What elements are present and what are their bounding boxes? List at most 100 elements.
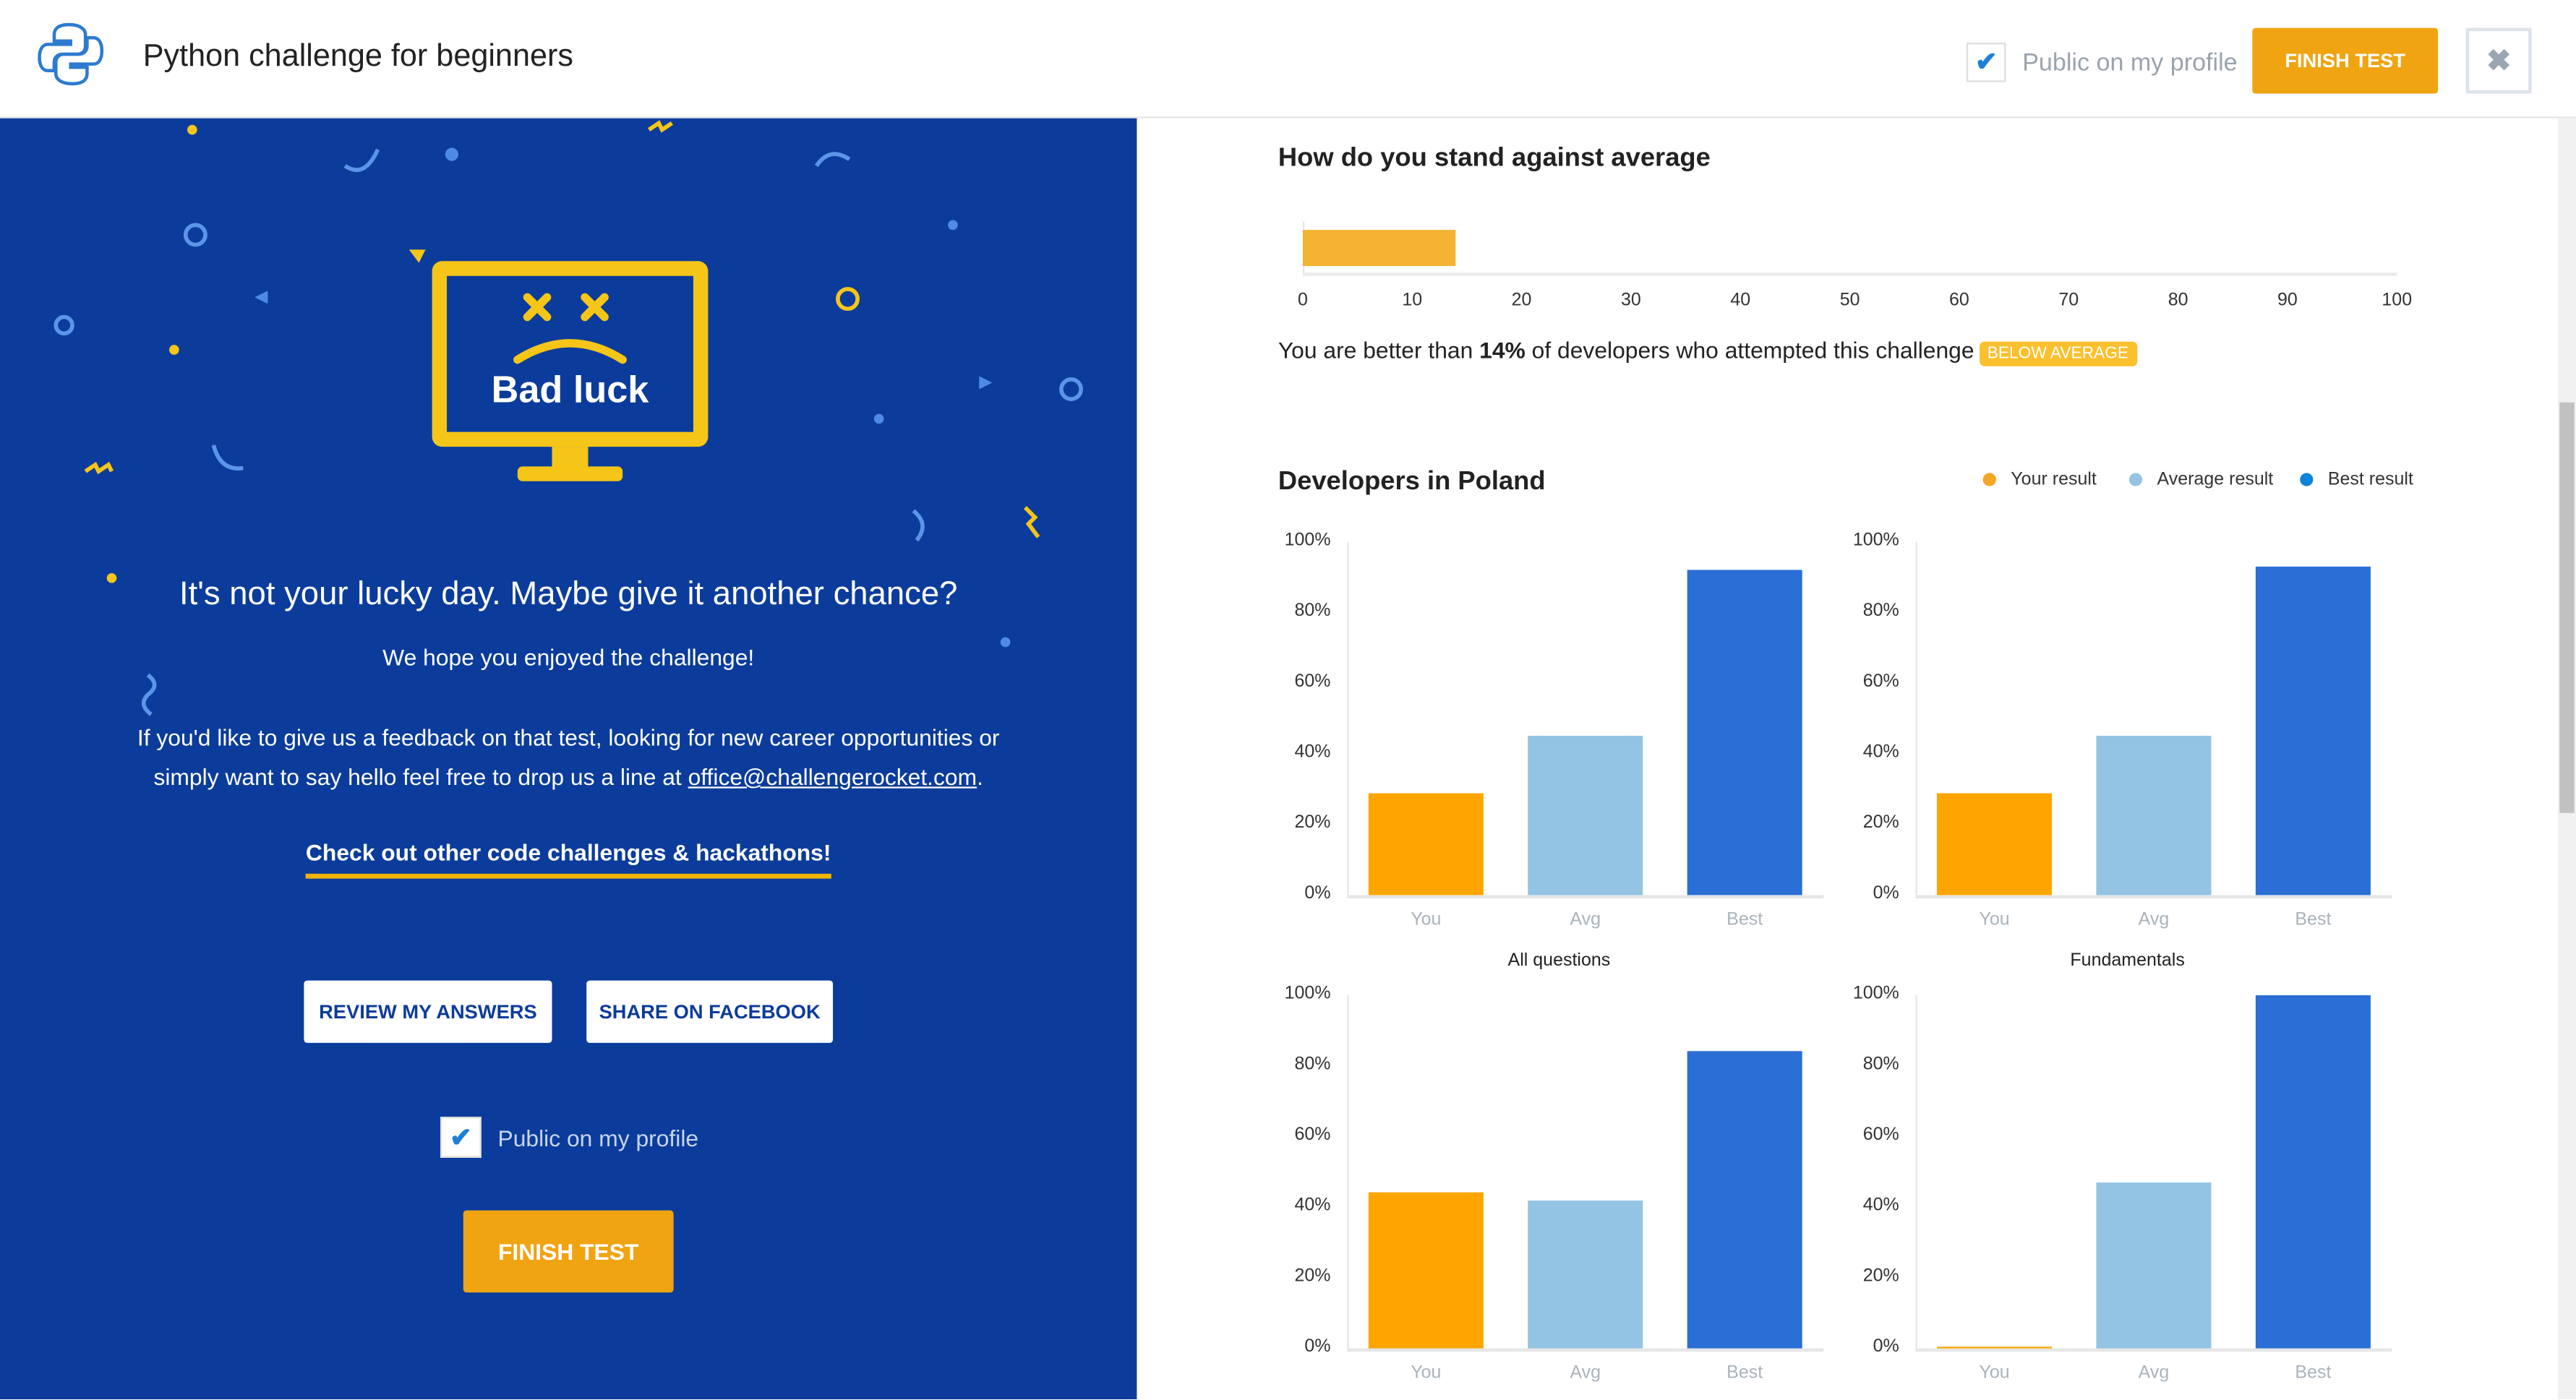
bar-best <box>1687 570 1802 896</box>
confetti-decoration <box>54 120 1084 716</box>
x-tick-label: Avg <box>2138 909 2170 930</box>
bar-avg <box>2096 1182 2212 1349</box>
public-checkbox[interactable]: ✔ <box>1966 43 2006 82</box>
legend-dot <box>2300 473 2314 486</box>
scrollbar-thumb[interactable] <box>2559 402 2575 813</box>
y-tick-label: 0% <box>1304 1336 1331 1357</box>
finish-test-button[interactable]: FINISH TEST <box>2252 27 2439 94</box>
y-tick-label: 0% <box>1873 1336 1899 1357</box>
y-tick-label: 60% <box>1294 1125 1331 1145</box>
y-axis <box>1347 541 1349 896</box>
legend-average-result: Average result <box>2128 469 2274 490</box>
x-tick-label: Best <box>1726 1363 1763 1383</box>
other-challenges-label: Check out other code challenges & hackat… <box>305 839 831 879</box>
python-logo-icon <box>38 22 104 86</box>
x-tick-label: Best <box>2295 909 2332 930</box>
axis-line <box>1302 272 2397 276</box>
header: Python challenge for beginners ✔ Public … <box>0 0 2576 119</box>
y-tick-label: 40% <box>1294 742 1331 763</box>
below-average-badge: BELOW AVERAGE <box>1979 341 2137 366</box>
y-tick-label: 20% <box>1294 1266 1331 1287</box>
x-tick-label: 20 <box>1511 291 1532 311</box>
legend-label: Your result <box>2011 469 2097 490</box>
summary-pre: You are better than <box>1278 336 1480 364</box>
bar-avg <box>1528 736 1643 896</box>
x-tick-label: 90 <box>2277 291 2298 311</box>
legend-your-result: Your result <box>1982 469 2097 490</box>
public-checkbox-left[interactable]: ✔ <box>440 1117 482 1158</box>
legend-label: Average result <box>2157 469 2274 490</box>
bar-avg <box>1528 1200 1643 1349</box>
x-tick-label: You <box>1411 1363 1442 1383</box>
other-challenges-link[interactable]: Check out other code challenges & hackat… <box>0 839 1137 879</box>
x-tick-label: You <box>1411 909 1442 930</box>
x-tick-label: Best <box>1726 909 1763 930</box>
x-tick-label: 80 <box>2168 291 2188 311</box>
enjoy-text: We hope you enjoyed the challenge! <box>382 643 755 671</box>
chart-title: Fundamentals <box>2070 950 2185 971</box>
y-tick-label: 80% <box>1294 601 1331 621</box>
bar-best <box>2255 567 2371 896</box>
feedback-post: . <box>977 763 983 790</box>
summary-post: of developers who attempted this challen… <box>1525 336 1974 364</box>
email-link[interactable]: office@challengerocket.com <box>688 763 977 790</box>
x-tick-label: 70 <box>2058 291 2079 311</box>
y-tick-label: 100% <box>1852 530 1899 551</box>
x-tick-label: Avg <box>1570 1363 1601 1383</box>
bar-you <box>1368 792 1484 896</box>
check-icon: ✔ <box>1974 49 1998 77</box>
y-tick-label: 60% <box>1862 1125 1899 1145</box>
y-tick-label: 80% <box>1862 1054 1899 1075</box>
x-axis <box>1915 895 2392 898</box>
y-axis <box>1347 995 1349 1349</box>
x-tick-label: You <box>1979 1363 2010 1383</box>
y-tick-label: 0% <box>1873 883 1899 903</box>
bar-you <box>1937 1347 2053 1349</box>
x-tick-label: Avg <box>1570 909 1601 930</box>
x-axis <box>1347 1348 1824 1352</box>
x-tick-label: 60 <box>1949 291 1969 311</box>
chart-title: All questions <box>1507 950 1611 971</box>
close-button[interactable]: ✖ <box>2465 27 2532 94</box>
legend-dot <box>1982 473 1996 486</box>
bad-luck-text: Bad luck <box>492 369 650 411</box>
close-icon: ✖ <box>2486 43 2512 77</box>
y-tick-label: 60% <box>1862 671 1899 692</box>
review-answers-button[interactable]: REVIEW MY ANSWERS <box>304 980 552 1043</box>
x-tick-label: Best <box>2295 1363 2332 1383</box>
y-tick-label: 100% <box>1284 984 1331 1004</box>
bar-you <box>1937 792 2053 896</box>
y-axis <box>1915 995 1917 1349</box>
bar-your-result <box>1302 230 1456 267</box>
x-tick-label: 0 <box>1297 291 1308 311</box>
y-tick-label: 100% <box>1852 984 1899 1004</box>
y-tick-label: 80% <box>1862 601 1899 621</box>
average-section-title: How do you stand against average <box>1278 144 1711 173</box>
legend-label: Best result <box>2327 469 2413 490</box>
better-than-text: You are better than 14% of developers wh… <box>1278 336 2137 366</box>
share-facebook-button[interactable]: SHARE ON FACEBOOK <box>586 980 834 1043</box>
poland-section-title: Developers in Poland <box>1278 468 1546 497</box>
y-axis <box>1915 541 1917 896</box>
check-icon: ✔ <box>450 1124 472 1153</box>
public-label-left: Public on my profile <box>497 1125 699 1151</box>
y-tick-label: 20% <box>1862 812 1899 833</box>
x-axis <box>1347 895 1824 898</box>
bar-avg <box>2096 736 2212 896</box>
y-tick-label: 40% <box>1862 1195 1899 1216</box>
y-tick-label: 40% <box>1862 742 1899 763</box>
y-tick-label: 40% <box>1294 1195 1331 1216</box>
result-panel: Bad luck It's not your lucky day. Maybe … <box>0 116 1137 1399</box>
finish-test-button-left[interactable]: FINISH TEST <box>463 1210 674 1293</box>
y-tick-label: 100% <box>1284 530 1331 551</box>
x-tick-label: 40 <box>1730 291 1751 311</box>
public-label: Public on my profile <box>2022 49 2238 77</box>
page-title: Python challenge for beginners <box>142 39 573 74</box>
x-tick-label: 30 <box>1621 291 1641 311</box>
x-tick-label: Avg <box>2138 1363 2170 1383</box>
result-headline: It's not your lucky day. Maybe give it a… <box>179 576 958 613</box>
sad-monitor-illustration: Bad luck <box>432 261 709 481</box>
x-tick-label: 10 <box>1402 291 1423 311</box>
y-tick-label: 20% <box>1862 1266 1899 1287</box>
y-tick-label: 60% <box>1294 671 1331 692</box>
